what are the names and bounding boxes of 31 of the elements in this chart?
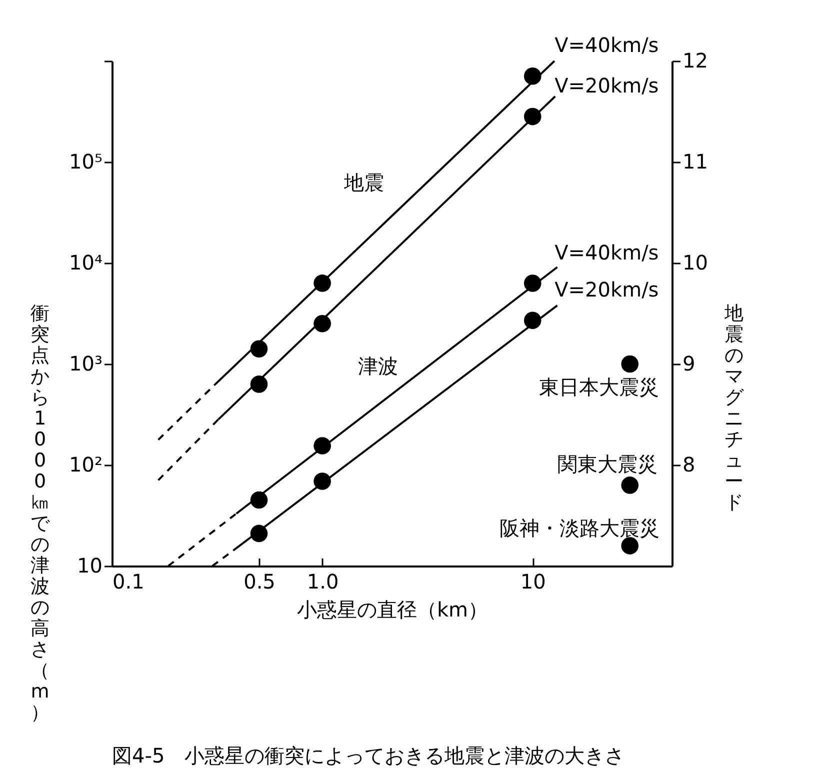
annotation: 東日本大震災 bbox=[539, 375, 660, 400]
x-axis-title: 小惑星の直径（km） bbox=[296, 598, 488, 622]
annotation: 津波 bbox=[358, 354, 398, 378]
y2-tick-label: 12 bbox=[682, 48, 708, 72]
point bbox=[524, 312, 542, 330]
point bbox=[250, 524, 268, 542]
text: 衝突点から1000㎞での津波の高さ（m） bbox=[30, 302, 50, 724]
y2-tick-label: 9 bbox=[682, 352, 696, 376]
y2-tick-label: 10 bbox=[682, 250, 708, 274]
x-tick-label: 0.5 bbox=[244, 570, 276, 594]
text: 図4-5 小惑星の衝突によっておきる地震と津波の大きさ bbox=[112, 744, 625, 768]
y-tick-label: 10³ bbox=[69, 352, 102, 376]
annotation: 地震 bbox=[343, 170, 384, 195]
text: 地震のマグニチュード bbox=[724, 302, 744, 514]
x-tick-label: 1.0 bbox=[306, 570, 339, 594]
series-label: V=40km/s bbox=[554, 33, 659, 58]
y-tick-label: 10⁵ bbox=[69, 150, 102, 174]
y-tick-label: 10 bbox=[77, 554, 102, 578]
series-label: V=40km/s bbox=[554, 240, 659, 264]
x-tick-label: 0.1 bbox=[112, 570, 144, 594]
x-tick-label: 10 bbox=[520, 570, 546, 594]
y-tick-label: 10² bbox=[69, 452, 102, 476]
y2-tick-label: 11 bbox=[682, 150, 708, 174]
point bbox=[250, 491, 268, 509]
series-label: V=20km/s bbox=[554, 277, 659, 302]
series-label: V=20km/s bbox=[554, 74, 659, 98]
annotation: 関東大震災 bbox=[558, 452, 658, 476]
point bbox=[524, 274, 542, 292]
y2-tick-label: 8 bbox=[682, 452, 696, 476]
annotation: 阪神・淡路大震災 bbox=[500, 516, 660, 540]
y-tick-label: 10⁴ bbox=[69, 250, 102, 274]
